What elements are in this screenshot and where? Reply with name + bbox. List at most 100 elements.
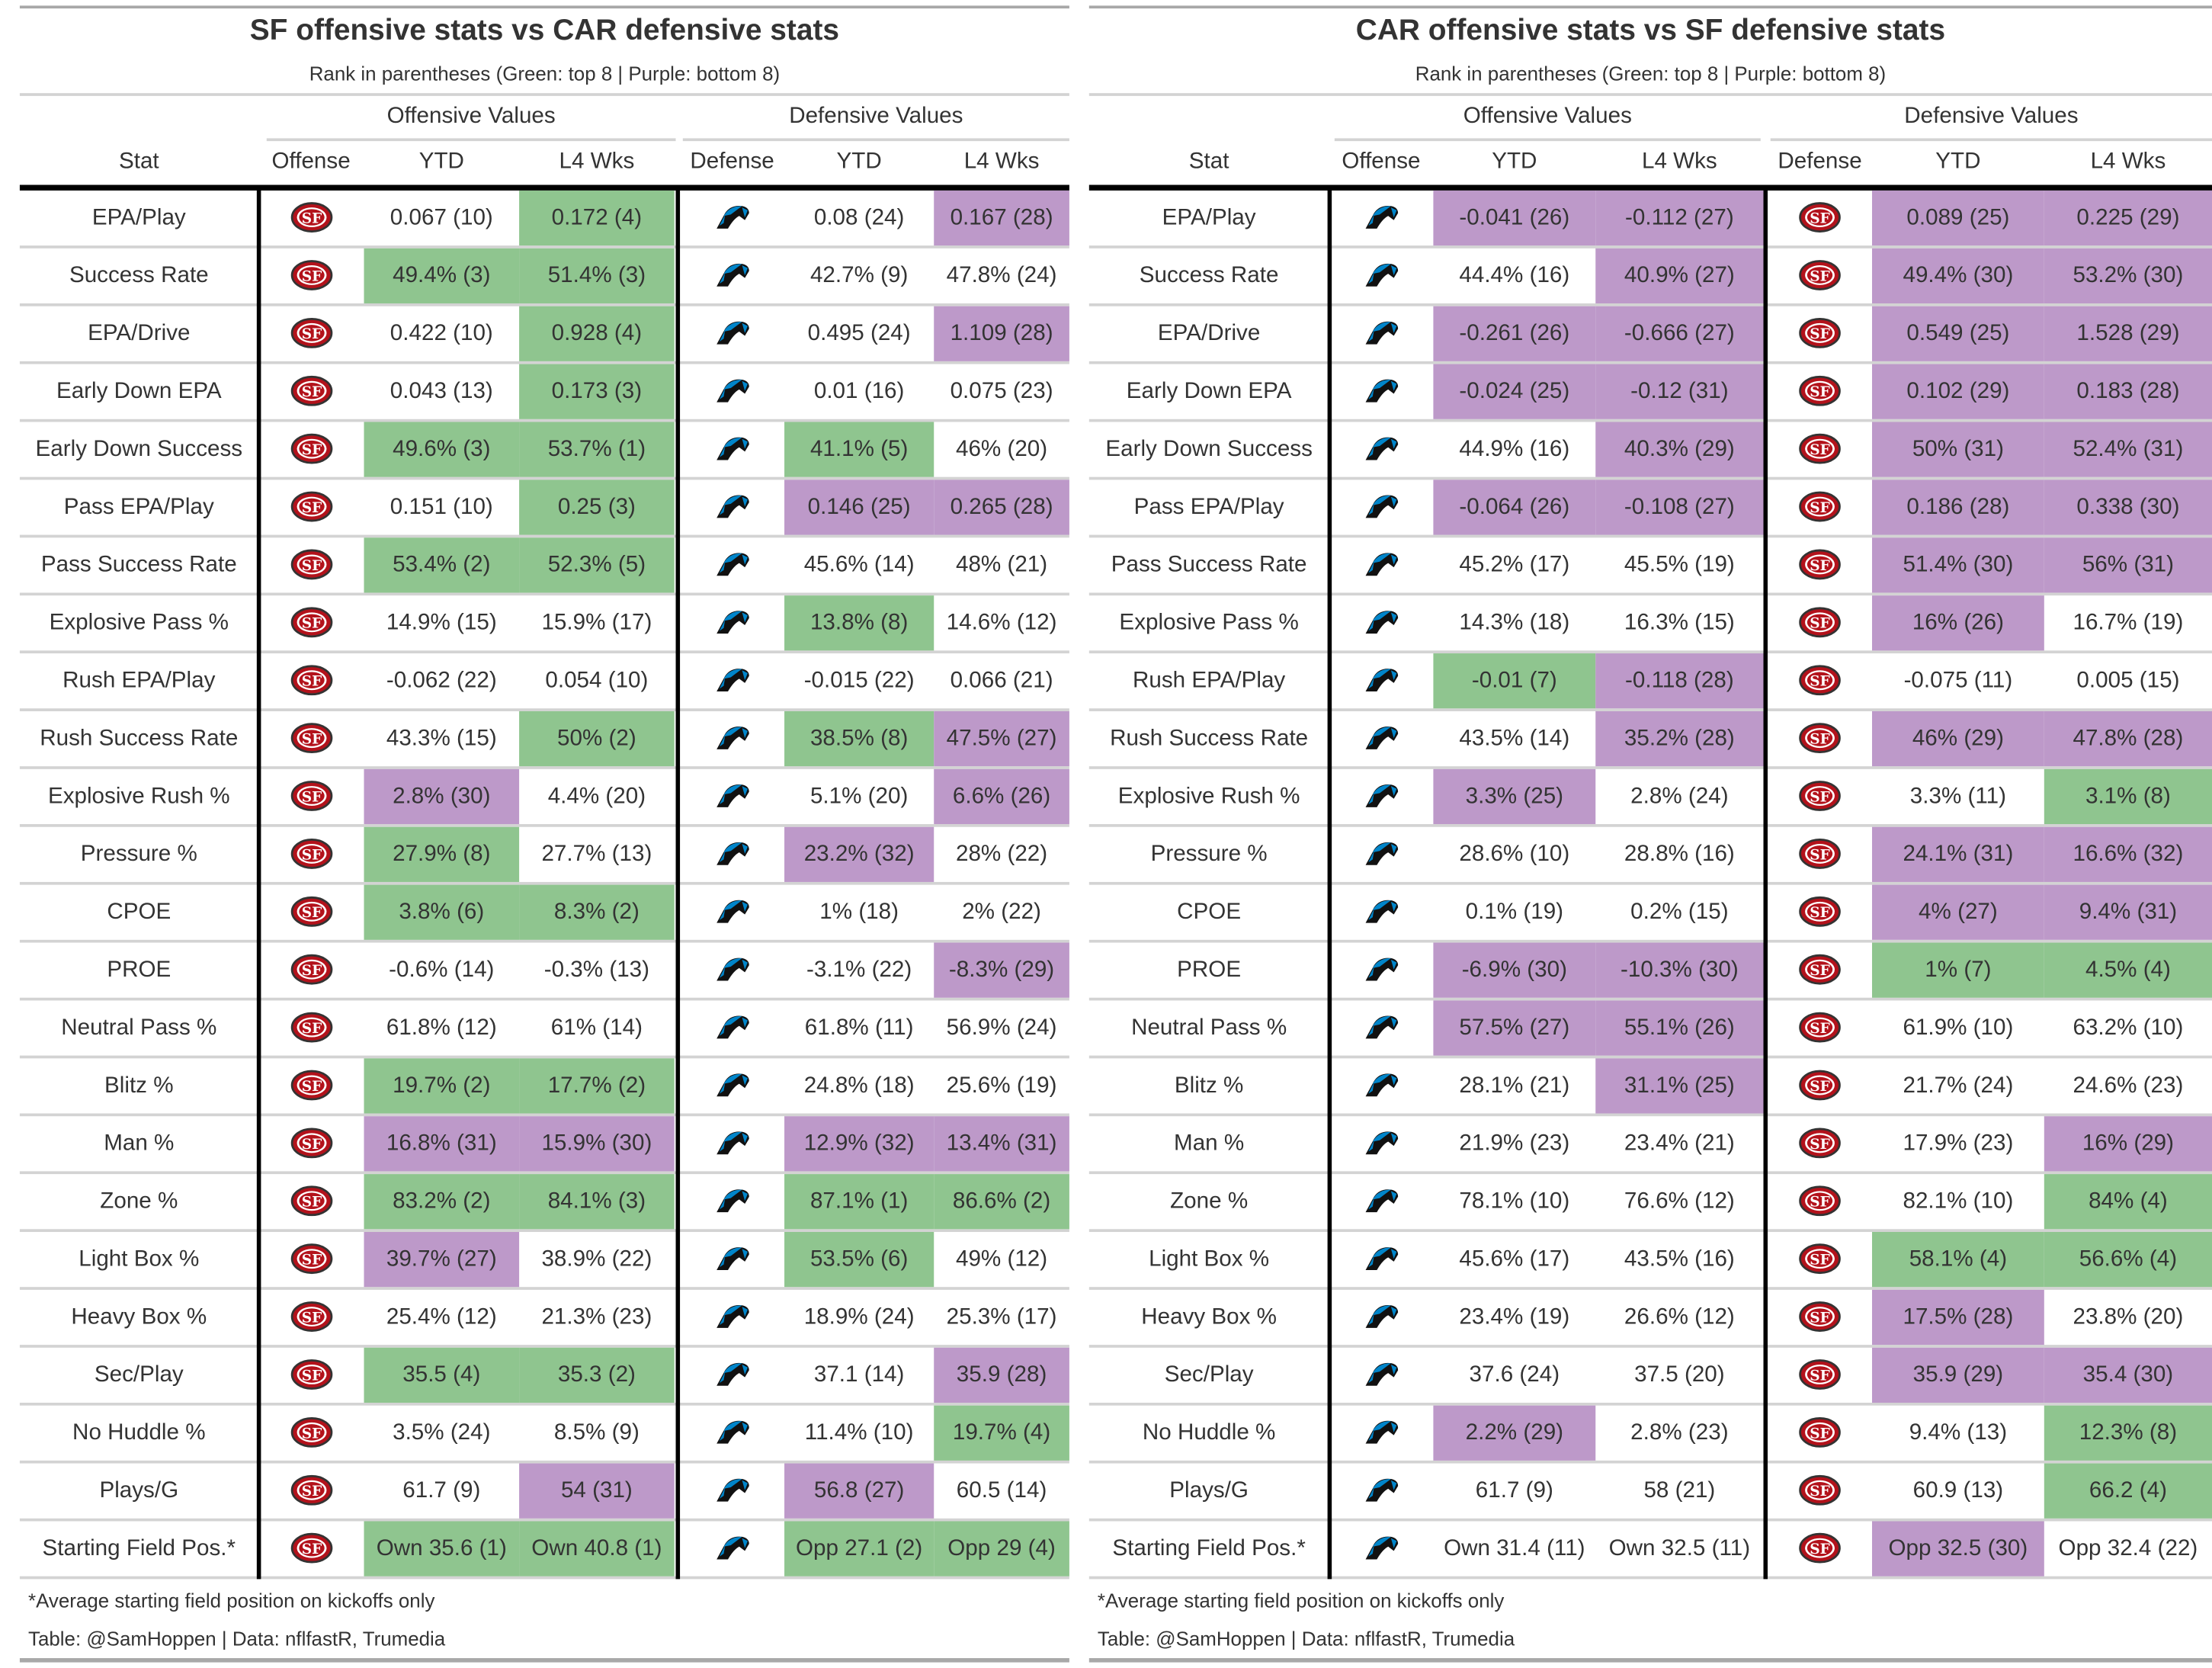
column-header-ytd[interactable]: YTD [1935, 149, 1981, 174]
column-header-ytd[interactable]: YTD [1492, 149, 1537, 174]
sf-49ers-logo-icon: SF [1799, 375, 1842, 406]
header-rule [1088, 93, 2212, 96]
svg-text:SF: SF [301, 963, 321, 979]
spanner-offensive-values: Offensive Values [386, 104, 556, 129]
column-header-defense[interactable]: Defense [1778, 149, 1862, 174]
defense-ytd-cell: 0.186 (28) [1872, 480, 2044, 535]
svg-text:SF: SF [1810, 268, 1829, 284]
svg-text:SF: SF [1810, 847, 1829, 863]
defense-l4-cell: 35.4 (30) [2044, 1347, 2212, 1403]
spanner-underline [1334, 138, 1761, 142]
offense-l4-cell: 2.8% (24) [1630, 784, 1729, 809]
defense-ytd-cell: 35.9 (29) [1872, 1347, 2044, 1403]
offense-l4-cell: 0.25 (3) [519, 480, 675, 535]
defense-l4-cell: 47.8% (24) [946, 264, 1057, 288]
car-panthers-logo-icon [1360, 1474, 1403, 1506]
sf-49ers-logo-icon: SF [1799, 260, 1842, 291]
spanner-defensive-values: Defensive Values [789, 104, 963, 129]
offense-ytd-cell: -0.041 (26) [1433, 190, 1596, 246]
sf-49ers-logo-icon: SF [1799, 896, 1842, 927]
car-panthers-logo-icon [711, 1474, 754, 1506]
column-header-offense[interactable]: Offense [271, 149, 351, 174]
car-panthers-logo-icon [1360, 781, 1403, 812]
table-row: Pass EPA/Play SF -0.064 (26) -0.108 (27) 0.1… [1088, 480, 2212, 538]
spanner-underline [266, 138, 676, 142]
column-header-l4-wks[interactable]: L4 Wks [963, 149, 1040, 174]
offense-ytd-cell: Own 35.6 (1) [364, 1521, 520, 1577]
sf-49ers-logo-icon: SF [1799, 781, 1842, 812]
offense-l4-cell: 0.173 (3) [519, 364, 675, 419]
table-row: Heavy Box % SF 23.4% (19) 26.6% (12) 17.5% (… [1088, 1289, 2212, 1348]
svg-text:SF: SF [1810, 326, 1829, 342]
car-panthers-logo-icon [1360, 1301, 1403, 1333]
column-header-l4-wks[interactable]: L4 Wks [1642, 149, 1717, 174]
table-row: Early Down Success SF 44.9% (16) 40.3% (29)… [1088, 422, 2212, 480]
stat-label: Pass EPA/Play [1133, 495, 1284, 520]
offense-ytd-cell: 61.7 (9) [402, 1478, 481, 1503]
defense-ytd-cell: 0.01 (16) [813, 379, 905, 404]
car-panthers-logo-icon [1360, 549, 1403, 580]
offense-l4-cell: 40.9% (27) [1595, 248, 1764, 303]
svg-text:SF: SF [301, 789, 321, 805]
sf-49ers-logo-icon: SF [1799, 433, 1842, 464]
table-row: Pass EPA/Play SF 0.151 (10) 0.25 (3) 0.146 (… [19, 480, 1069, 538]
table-row: No Huddle % SF 3.5% (24) 8.5% (9) 11.4% (10)… [19, 1405, 1069, 1464]
column-header-ytd[interactable]: YTD [836, 149, 882, 174]
table-row: EPA/Drive SF -0.261 (26) -0.666 (27) 0.549 (… [1088, 306, 2212, 364]
table-row: Explosive Pass % SF 14.3% (18) 16.3% (15) 16… [1088, 595, 2212, 654]
svg-text:SF: SF [301, 1021, 321, 1037]
stat-label: Neutral Pass % [61, 1015, 217, 1041]
stat-label: No Huddle % [1142, 1421, 1276, 1445]
car-panthers-logo-icon [711, 1243, 754, 1275]
column-header-l4-wks[interactable]: L4 Wks [2090, 149, 2166, 174]
column-header-stat[interactable]: Stat [118, 149, 159, 174]
sf-49ers-logo-icon: SF [1799, 1301, 1842, 1333]
car-panthers-logo-icon [1360, 665, 1403, 696]
car-panthers-logo-icon [1360, 1243, 1403, 1275]
stat-label: No Huddle % [72, 1421, 206, 1445]
offense-l4-cell: -0.666 (27) [1595, 306, 1764, 361]
column-header-stat[interactable]: Stat [1188, 149, 1229, 174]
stat-label: Early Down EPA [1126, 379, 1292, 404]
stat-label: Pass EPA/Play [63, 495, 214, 520]
column-header-ytd[interactable]: YTD [418, 149, 464, 174]
offense-ytd-cell: 61.8% (12) [386, 1015, 497, 1041]
column-header-offense[interactable]: Offense [1342, 149, 1421, 174]
svg-text:SF: SF [1810, 558, 1829, 574]
defense-ytd-cell: 24.8% (18) [803, 1073, 915, 1099]
svg-text:SF: SF [1810, 789, 1829, 805]
sf-49ers-logo-icon: SF [1799, 317, 1842, 348]
car-panthers-logo-icon [711, 607, 754, 638]
defense-ytd-cell: 46% (29) [1872, 711, 2044, 767]
offense-l4-cell: 16.3% (15) [1624, 611, 1735, 635]
sf-49ers-logo-icon: SF [1799, 202, 1842, 233]
stat-label: Explosive Pass % [49, 611, 229, 635]
defense-l4-cell: 0.005 (15) [2076, 669, 2180, 693]
table-row: PROE SF -0.6% (14) -0.3% (13) -3.1% (22) -8.3… [19, 942, 1069, 1001]
table-row: Man % SF 16.8% (31) 15.9% (30) 12.9% (32) 13.… [19, 1116, 1069, 1175]
defense-ytd-cell: Opp 27.1 (2) [784, 1521, 934, 1577]
car-panthers-logo-icon [1360, 375, 1403, 406]
svg-text:SF: SF [301, 1426, 321, 1442]
defense-ytd-cell: 41.1% (5) [784, 422, 934, 477]
table-row: Starting Field Pos.* SF Own 35.6 (1) Own 40… [19, 1521, 1069, 1580]
column-header-defense[interactable]: Defense [690, 149, 774, 174]
car-panthers-logo-icon [1360, 1128, 1403, 1159]
defense-l4-cell: 0.075 (23) [950, 379, 1053, 404]
defense-ytd-cell: 5.1% (20) [809, 784, 909, 809]
stat-label: Light Box % [79, 1247, 200, 1272]
column-header-l4-wks[interactable]: L4 Wks [559, 149, 635, 174]
sf-49ers-logo-icon: SF [290, 1070, 332, 1101]
defense-l4-cell: 2% (22) [962, 900, 1041, 925]
table-title: SF offensive stats vs CAR defensive stat… [249, 14, 840, 47]
table-row: Pressure % SF 28.6% (10) 28.8% (16) 24.1% (3… [1088, 826, 2212, 885]
offense-l4-cell: 45.5% (19) [1624, 553, 1735, 578]
svg-text:SF: SF [301, 326, 321, 342]
svg-text:SF: SF [1810, 732, 1829, 748]
defense-l4-cell: 19.7% (4) [934, 1405, 1069, 1461]
defense-ytd-cell: 1% (18) [819, 900, 899, 925]
car-panthers-logo-icon [1360, 839, 1403, 870]
table-row: CPOE SF 3.8% (6) 8.3% (2) 1% (18) 2% (22) [19, 884, 1069, 943]
svg-text:SF: SF [301, 558, 321, 574]
sf-49ers-logo-icon: SF [290, 549, 332, 580]
